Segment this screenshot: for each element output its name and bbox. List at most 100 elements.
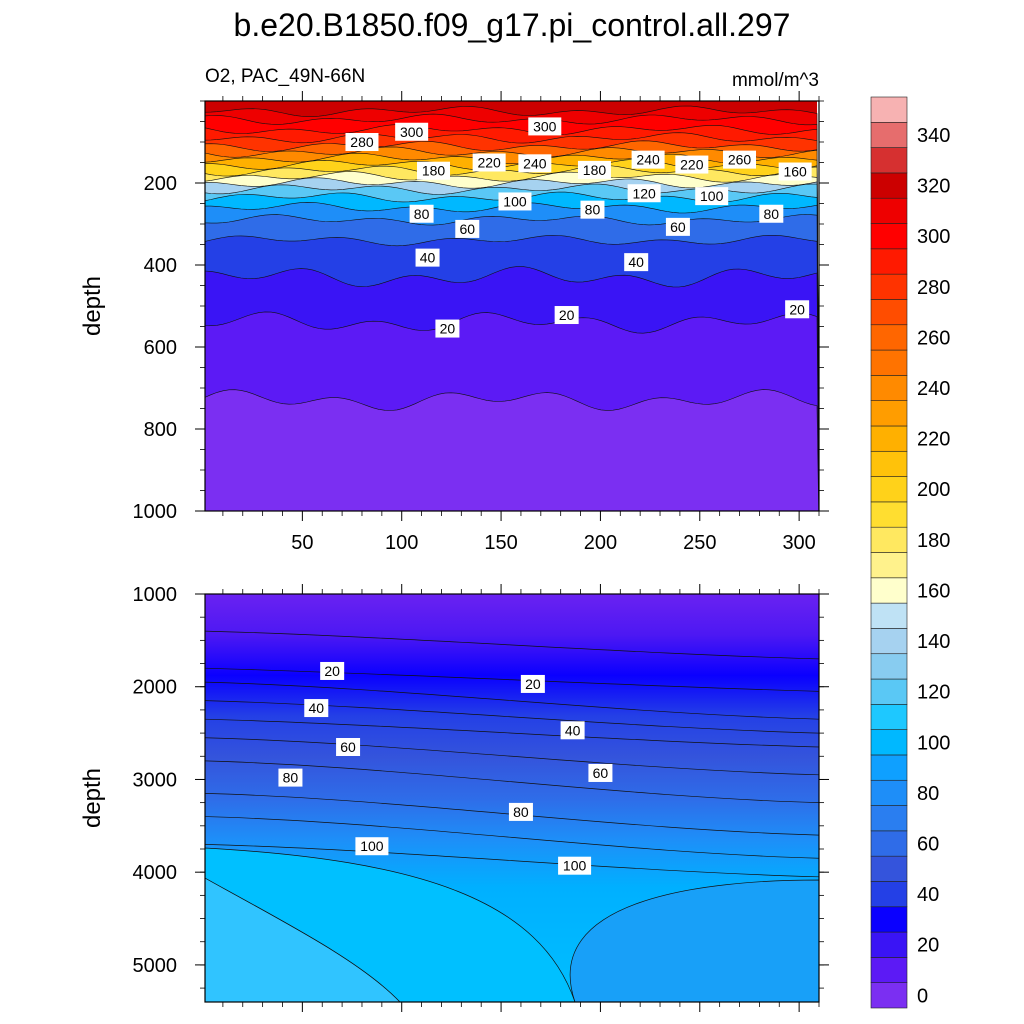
contour-label-box: [560, 721, 585, 740]
colorbar-label: 300: [917, 226, 950, 248]
contour-label-box: [395, 122, 429, 141]
contour-label-text: 300: [533, 118, 557, 134]
lower-contour-line: [205, 737, 819, 776]
colorbar-swatch: [870, 223, 908, 250]
contour-label: 180: [577, 160, 611, 179]
contour-label-box: [415, 248, 440, 267]
contour-label-text: 240: [523, 155, 547, 171]
colorbar-swatch: [870, 957, 908, 983]
colorbar-swatch: [870, 704, 908, 730]
x-tick-label: 150: [484, 532, 517, 554]
upper-contour-labels: 280 300 300 180 220 240 180 240 220 260 160 120 100 1…: [345, 117, 812, 338]
contour-label-text: 100: [503, 193, 527, 209]
contour-label-text: 20: [525, 676, 541, 692]
contour-label: 300: [395, 122, 429, 141]
contour-label-box: [520, 674, 545, 693]
lower-contour-line: [205, 681, 819, 720]
colorbar-label: 60: [917, 834, 939, 856]
contour-label-box: [624, 253, 649, 272]
contour-label-box: [278, 768, 303, 787]
contour-label-box: [695, 187, 729, 206]
colorbar-label: 40: [917, 884, 939, 906]
y-tick-label: 600: [144, 337, 177, 359]
contour-label-text: 60: [460, 221, 476, 237]
colorbar-label: 20: [917, 935, 939, 957]
contour-label-text: 40: [308, 700, 324, 716]
y-tick-label: 400: [144, 255, 177, 277]
x-tick-label: 50: [291, 532, 313, 554]
colorbar-label: 160: [917, 580, 950, 602]
colorbar-swatch: [870, 931, 908, 958]
contour-label: 40: [560, 721, 585, 740]
contour-label: 220: [675, 155, 709, 174]
contour-label: 280: [345, 133, 379, 151]
contour-label-text: 80: [585, 202, 601, 218]
colorbar-swatch: [870, 855, 908, 882]
lower-axes: 1000 2000 3000 4000 5000: [133, 584, 829, 1012]
contour-label: 60: [665, 217, 690, 236]
x-tick-label: 250: [683, 532, 716, 554]
lower-deep-lobe: [205, 847, 576, 1002]
contour-label-text: 100: [563, 858, 587, 874]
contour-label-box: [320, 661, 345, 680]
colorbar-label: 0: [917, 985, 928, 1007]
lower-y-axis-label: depth: [79, 768, 106, 828]
colorbar-label: 80: [917, 783, 939, 805]
contour-label-box: [345, 133, 379, 151]
colorbar-label: 340: [917, 125, 950, 147]
colorbar-swatch: [870, 425, 908, 452]
colorbar-swatch: [870, 653, 908, 680]
contour-label-box: [554, 306, 579, 325]
y-tick-label: 5000: [133, 955, 178, 977]
contour-label: 40: [624, 253, 649, 272]
contour-label: 100: [695, 187, 729, 206]
contour-label: 120: [627, 184, 661, 203]
region-subtitle: O2, PAC_49N-66N: [205, 66, 365, 87]
contour-label: 100: [558, 856, 592, 875]
contour-label-text: 60: [340, 739, 356, 755]
contour-label-box: [627, 184, 661, 203]
contour-label-text: 160: [783, 164, 807, 180]
contour-label-box: [409, 204, 434, 223]
contour-label: 160: [778, 162, 812, 181]
colorbar-swatch: [870, 779, 908, 806]
lower-plot-frame: [204, 593, 820, 1003]
contour-label-box: [759, 204, 784, 223]
contour-label-text: 280: [350, 134, 374, 150]
upper-y-axis-label: depth: [79, 276, 106, 336]
y-tick-label: 800: [144, 419, 177, 441]
colorbar-swatch: [870, 881, 908, 908]
contour-label-text: 40: [565, 722, 581, 738]
colorbar-swatch: [870, 602, 908, 629]
contour-label-box: [472, 153, 506, 172]
lower-contour-line: [205, 630, 819, 660]
colorbar-label: 100: [917, 732, 950, 754]
colorbar-label: 200: [917, 479, 950, 501]
colorbar-swatch: [870, 805, 908, 832]
colorbar-swatch: [870, 122, 908, 148]
contour-label-text: 180: [422, 163, 446, 179]
colorbar-swatches: [870, 96, 908, 1009]
contour-label-box: [580, 200, 605, 219]
colorbar-swatch: [870, 324, 908, 351]
contour-label-box: [558, 856, 592, 875]
contour-label: 20: [554, 306, 579, 325]
lower-deep-lobe: [569, 879, 819, 1002]
colorbar-swatch: [870, 729, 908, 756]
contour-label: 20: [320, 661, 345, 680]
contour-label-box: [508, 802, 533, 821]
contour-label-box: [778, 162, 812, 181]
y-tick-label: 4000: [133, 862, 178, 884]
contour-label-box: [518, 154, 552, 173]
colorbar-swatch: [870, 172, 908, 199]
contour-label: 80: [409, 204, 434, 223]
contour-label-text: 80: [414, 206, 430, 222]
colorbar-swatch: [870, 400, 908, 427]
colorbar-labels: 0 20 40 60 80 100 120 140 160 180 200 220 240 260 280 3…: [917, 125, 950, 1007]
colorbar-label: 180: [917, 530, 950, 552]
contour-label-text: 300: [400, 124, 424, 140]
contour-label-box: [304, 699, 329, 718]
contour-label-box: [675, 155, 709, 174]
